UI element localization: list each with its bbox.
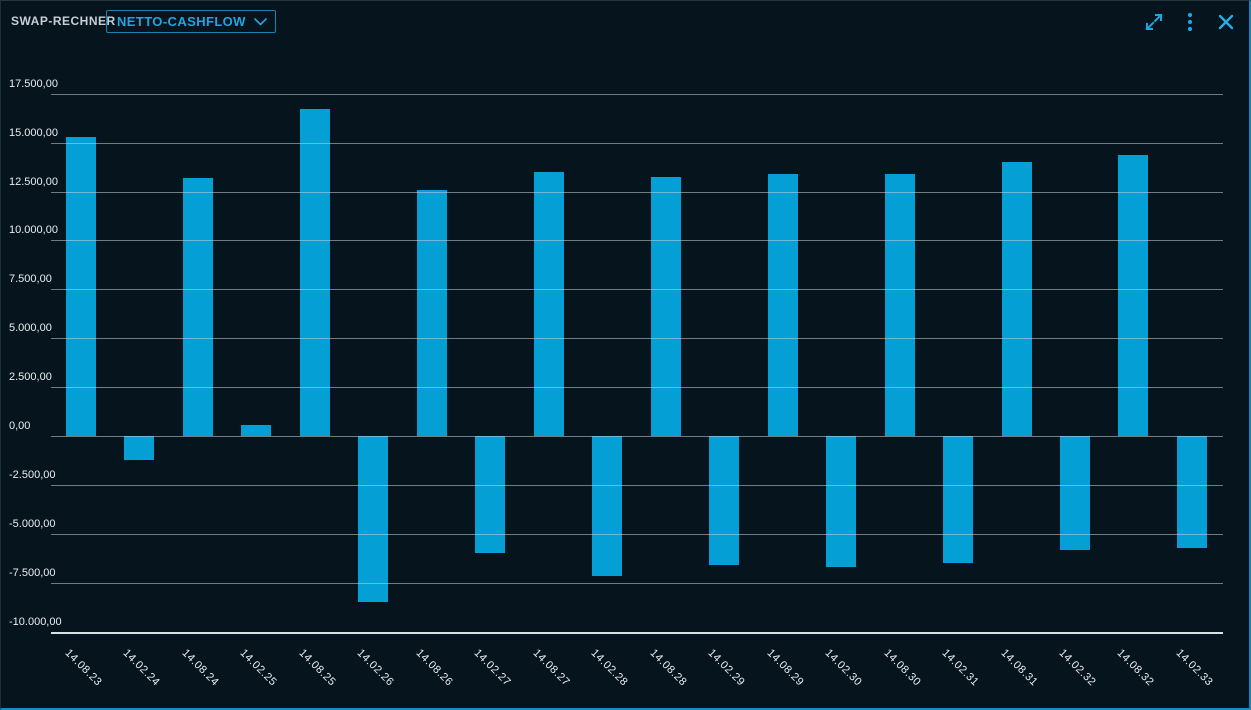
gridline <box>51 142 1223 144</box>
x-axis-label: 14.02.31 <box>939 647 982 689</box>
x-axis-label: 14.08.27 <box>530 647 572 689</box>
gridline <box>51 533 1223 535</box>
x-axis-label: 14.02.32 <box>1056 647 1099 689</box>
y-axis-label: 17.500,00 <box>9 77 58 90</box>
y-axis-label: 10.000,00 <box>9 224 58 237</box>
gridline <box>51 240 1223 242</box>
bar-14.08.26[interactable] <box>416 189 447 436</box>
x-axis-label: 14.02.29 <box>705 647 748 689</box>
gridline <box>51 93 1223 95</box>
bar-14.08.24[interactable] <box>182 177 213 436</box>
bar-14.08.27[interactable] <box>533 171 564 436</box>
page-title: SWAP-RECHNER <box>11 14 116 28</box>
chevron-down-icon <box>254 17 267 26</box>
cashflow-type-dropdown[interactable]: NETTO-CASHFLOW <box>106 10 276 33</box>
expand-icon <box>1145 13 1163 31</box>
y-axis-label: 12.500,00 <box>9 175 58 188</box>
close-button[interactable] <box>1215 11 1237 33</box>
y-axis-label: 2.500,00 <box>9 371 52 384</box>
close-icon <box>1218 14 1234 30</box>
gridline <box>51 436 1223 437</box>
bar-14.02.25[interactable] <box>241 425 272 436</box>
bar-14.08.25[interactable] <box>299 109 330 436</box>
y-axis-label: 15.000,00 <box>9 126 58 139</box>
x-axis-label: 14.08.28 <box>647 647 689 689</box>
bar-14.08.29[interactable] <box>767 173 798 436</box>
bar-14.08.28[interactable] <box>650 177 681 436</box>
gridline <box>51 582 1223 584</box>
gridline <box>51 484 1223 486</box>
bar-14.02.30[interactable] <box>826 436 857 568</box>
bar-14.02.27[interactable] <box>475 436 506 554</box>
gridline <box>51 387 1223 389</box>
bar-14.02.24[interactable] <box>124 436 155 461</box>
bar-14.02.31[interactable] <box>943 436 974 563</box>
y-axis-label: -2.500,00 <box>9 468 56 481</box>
y-axis-label: 7.500,00 <box>9 273 52 286</box>
x-axis-label: 14.02.30 <box>822 647 865 689</box>
bar-14.02.32[interactable] <box>1059 436 1090 551</box>
x-axis-label: 14.02.26 <box>354 647 397 689</box>
bar-14.08.32[interactable] <box>1118 154 1149 436</box>
y-axis-label: -7.500,00 <box>9 566 56 579</box>
expand-button[interactable] <box>1143 11 1165 33</box>
x-axis-label: 14.02.24 <box>120 647 163 689</box>
gridline <box>51 338 1223 340</box>
bar-14.02.26[interactable] <box>358 436 389 602</box>
bar-14.08.31[interactable] <box>1001 161 1032 436</box>
x-axis-label: 14.08.29 <box>764 647 806 689</box>
x-axis-label: 14.08.26 <box>413 647 455 689</box>
menu-button[interactable] <box>1179 11 1201 33</box>
y-axis-label: -10.000,00 <box>9 615 62 628</box>
x-axis-label: 14.02.25 <box>237 647 280 689</box>
gridline <box>51 191 1223 193</box>
x-axis-label: 14.08.31 <box>998 647 1040 689</box>
x-axis-label: 14.02.27 <box>471 647 514 689</box>
window-header: SWAP-RECHNER NETTO-CASHFLOW <box>1 1 1249 43</box>
x-axis-label: 14.08.23 <box>62 647 105 689</box>
x-axis-label: 14.02.28 <box>588 647 631 689</box>
y-axis-label: -5.000,00 <box>9 517 56 530</box>
x-axis-label: 14.02.33 <box>1173 647 1216 689</box>
y-axis-label: 0,00 <box>9 420 31 432</box>
y-axis-label: 5.000,00 <box>9 322 52 335</box>
kebab-menu-icon <box>1187 12 1193 32</box>
gridline <box>51 289 1223 291</box>
x-axis-label: 14.08.25 <box>296 647 338 689</box>
x-axis-label: 14.08.24 <box>179 647 222 689</box>
dropdown-selected-value: NETTO-CASHFLOW <box>117 14 246 29</box>
x-axis-label: 14.08.30 <box>881 647 923 689</box>
x-axis-label: 14.08.32 <box>1114 647 1157 689</box>
bar-14.08.23[interactable] <box>66 136 96 436</box>
bar-14.08.30[interactable] <box>884 173 915 436</box>
bar-14.02.33[interactable] <box>1176 436 1207 549</box>
x-axis-line <box>51 631 1223 634</box>
bar-14.02.29[interactable] <box>709 436 740 566</box>
window-actions <box>1143 11 1237 33</box>
bar-14.02.28[interactable] <box>592 436 623 576</box>
